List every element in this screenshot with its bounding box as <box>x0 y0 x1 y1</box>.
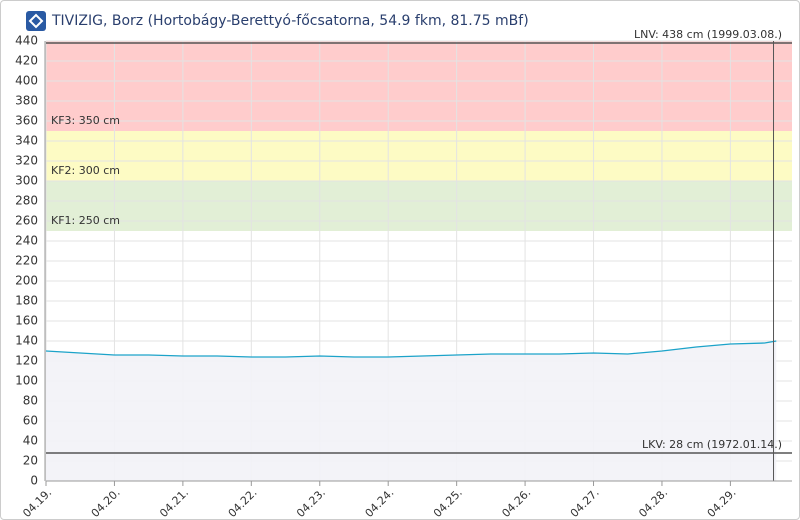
y-tick-label: 160 <box>15 314 38 328</box>
y-tick-label: 360 <box>15 114 38 128</box>
y-tick-label: 340 <box>15 134 38 148</box>
x-tick-label: 04.20. <box>89 486 123 519</box>
threshold-band <box>46 41 792 131</box>
y-tick-label: 300 <box>15 174 38 188</box>
y-tick-label: 200 <box>15 274 38 288</box>
band-label: KF2: 300 cm <box>51 164 120 177</box>
logo <box>26 11 46 31</box>
y-tick-label: 120 <box>15 354 38 368</box>
y-tick-label: 80 <box>23 394 38 408</box>
band-label: KF3: 350 cm <box>51 114 120 127</box>
reference-label: LKV: 28 cm (1972.01.14.) <box>642 438 782 451</box>
y-tick-label: 100 <box>15 374 38 388</box>
logo-shape <box>28 13 44 29</box>
y-tick-label: 400 <box>15 74 38 88</box>
y-tick-label: 440 <box>15 34 38 48</box>
y-tick-label: 320 <box>15 154 38 168</box>
x-tick-label: 04.26. <box>499 486 533 519</box>
x-tick-label: 04.29. <box>705 486 739 519</box>
x-tick-label: 04.28. <box>636 486 670 519</box>
area <box>46 341 777 481</box>
y-tick-label: 420 <box>15 54 38 68</box>
y-tick-label: 220 <box>15 254 38 268</box>
reference-label: LNV: 438 cm (1999.03.08.) <box>634 28 782 41</box>
y-tick-label: 60 <box>23 414 38 428</box>
x-tick-label: 04.24. <box>363 486 397 519</box>
y-tick-label: 20 <box>23 454 38 468</box>
y-tick-label: 0 <box>30 474 38 488</box>
threshold-band <box>46 181 792 231</box>
chart-title: TIVIZIG, Borz (Hortobágy-Berettyó-főcsat… <box>51 13 529 29</box>
y-tick-label: 380 <box>15 94 38 108</box>
x-tick-label: 04.19. <box>20 486 54 519</box>
x-tick-label: 04.22. <box>226 486 260 519</box>
y-tick-label: 260 <box>15 214 38 228</box>
x-tick-label: 04.25. <box>431 486 465 519</box>
band-label: KF1: 250 cm <box>51 214 120 227</box>
x-tick-label: 04.21. <box>157 486 191 519</box>
x-tick-label: 04.23. <box>294 486 328 519</box>
y-tick-label: 140 <box>15 334 38 348</box>
series-line <box>45 340 777 358</box>
y-tick-label: 280 <box>15 194 38 208</box>
x-tick-label: 04.27. <box>568 486 602 519</box>
y-tick-label: 180 <box>15 294 38 308</box>
y-tick-label: 240 <box>15 234 38 248</box>
y-tick-label: 40 <box>23 434 38 448</box>
threshold-band <box>46 131 792 181</box>
